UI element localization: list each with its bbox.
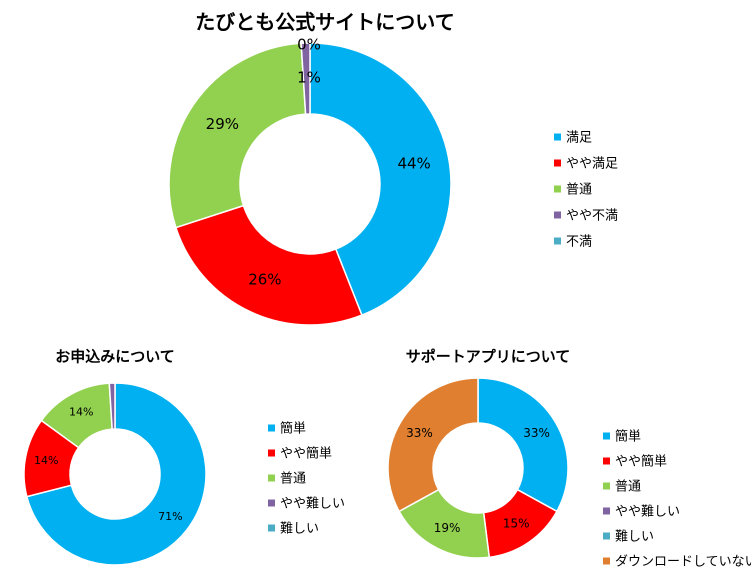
- chart-1-slice-4: [300, 42, 311, 115]
- chart-1-legend-label-2: やや満足: [566, 157, 618, 172]
- chart-1-slice-1: [309, 42, 452, 317]
- chart-3-data-label-3: 19%: [434, 521, 461, 535]
- chart-1-legend-swatch-1: [554, 133, 561, 141]
- chart-2-data-label-1: 71%: [158, 510, 182, 523]
- chart-2-legend-swatch-4: [268, 499, 275, 507]
- chart-3-legend-label-3: 普通: [615, 480, 641, 495]
- chart-3-slice-6: [387, 377, 479, 513]
- chart-2-data-label-2: 14%: [34, 454, 58, 467]
- chart-2-legend-label-5: 難しい: [280, 522, 319, 537]
- chart-3-data-label-6: 33%: [406, 426, 433, 440]
- chart-3-legend-swatch-5: [603, 532, 610, 540]
- chart-1-title: たびとも公式サイトについて: [195, 10, 454, 34]
- chart-2-legend-label-2: やや簡単: [280, 446, 332, 462]
- chart-2-slice-4: [108, 382, 116, 430]
- chart-2-legend-label-1: 簡単: [280, 421, 306, 437]
- chart-1-legend-swatch-5: [554, 237, 561, 245]
- chart-2-legend-label-4: やや難しい: [280, 497, 345, 512]
- chart-3-title: サポートアプリについて: [406, 347, 571, 365]
- chart-3-legend-swatch-6: [603, 557, 610, 565]
- chart-1-slice-3: [168, 42, 307, 229]
- chart-1-legend-label-3: 普通: [566, 183, 592, 198]
- chart-2-legend-swatch-2: [268, 449, 275, 457]
- chart-2-legend-label-3: 普通: [280, 472, 306, 487]
- chart-3-data-label-2: 15%: [503, 517, 530, 531]
- chart-3-legend-label-1: 簡単: [615, 429, 641, 445]
- chart-3-legend-label-5: 難しい: [615, 530, 654, 545]
- chart-1-legend-label-1: 満足: [566, 131, 592, 146]
- chart-1-data-label-1: 44%: [397, 155, 430, 173]
- chart-3-slice-1: [477, 377, 569, 513]
- chart-3-legend-swatch-4: [603, 507, 610, 515]
- chart-1-legend-swatch-2: [554, 159, 561, 167]
- chart-1-data-label-3: 29%: [206, 115, 239, 133]
- chart-2-title: お申込みについて: [55, 347, 175, 365]
- chart-1-data-label-5: 0%: [297, 36, 321, 54]
- chart-1-legend-swatch-4: [554, 211, 561, 219]
- chart-1-legend-label-4: やや不満: [566, 209, 618, 224]
- chart-1-legend-label-5: 不満: [566, 235, 592, 250]
- chart-1-data-label-4: 1%: [297, 69, 321, 87]
- chart-1-legend-swatch-3: [554, 185, 561, 193]
- chart-1-data-label-2: 26%: [248, 270, 281, 288]
- chart-1-slice-2: [174, 204, 363, 326]
- chart-2-data-label-3: 14%: [69, 406, 93, 419]
- chart-3-data-label-1: 33%: [523, 426, 550, 440]
- chart-2-legend-swatch-3: [268, 474, 275, 482]
- chart-3-legend-swatch-3: [603, 482, 610, 490]
- chart-3-legend-swatch-2: [603, 457, 610, 465]
- chart-3-legend-label-4: やや難しい: [615, 505, 680, 520]
- chart-2-slice-1: [25, 382, 207, 566]
- chart-3-legend-label-6: ダウンロードしていない: [615, 555, 751, 570]
- chart-2-legend-swatch-1: [268, 424, 275, 432]
- chart-3-legend-label-2: やや簡単: [615, 454, 667, 470]
- chart-2-legend-swatch-5: [268, 524, 275, 532]
- chart-3-legend-swatch-1: [603, 432, 610, 440]
